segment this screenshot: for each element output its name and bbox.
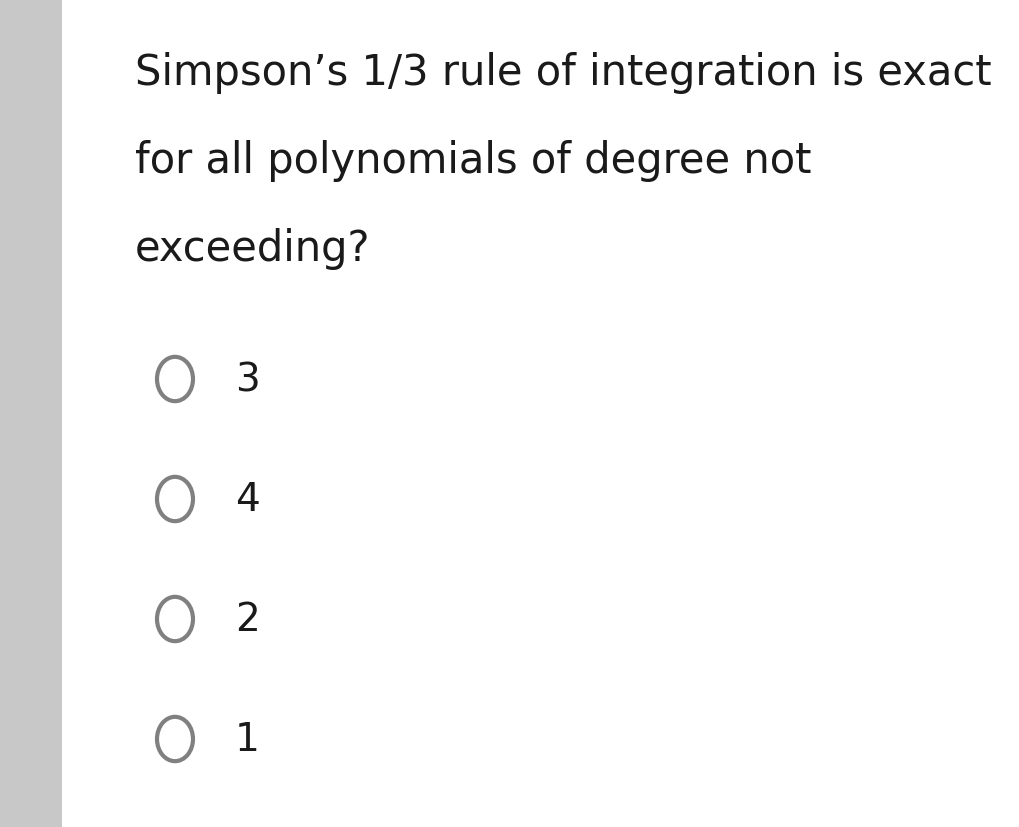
Text: 1: 1	[234, 720, 260, 758]
Text: for all polynomials of degree not: for all polynomials of degree not	[135, 140, 811, 182]
Text: Simpson’s 1/3 rule of integration is exact: Simpson’s 1/3 rule of integration is exa…	[135, 52, 990, 94]
Text: exceeding?: exceeding?	[135, 227, 370, 270]
Text: 2: 2	[234, 600, 260, 638]
Text: 4: 4	[234, 480, 260, 519]
Text: 3: 3	[234, 361, 260, 399]
Bar	[0, 0, 62, 827]
